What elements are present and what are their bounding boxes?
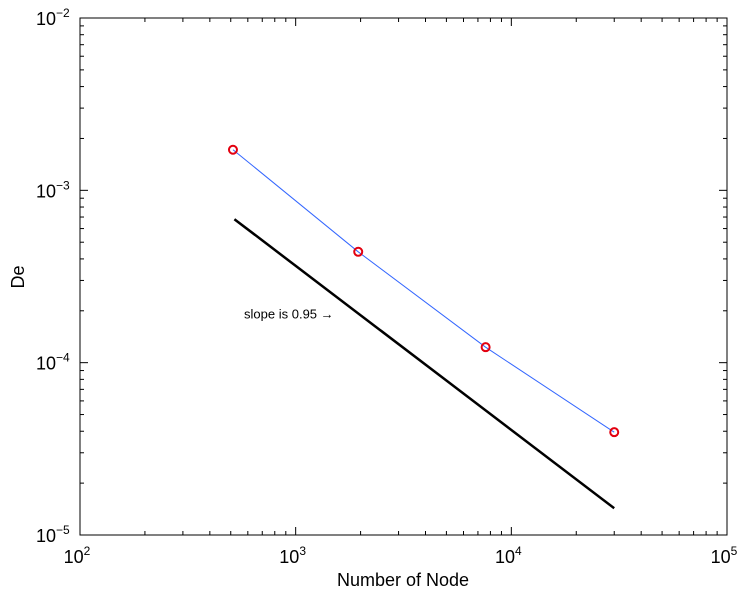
- measured-series-line: [232, 149, 615, 433]
- data-point-marker: [480, 342, 491, 353]
- y-tick-label: 10−4: [36, 351, 70, 374]
- y-axis-label: De: [8, 265, 28, 288]
- y-tick-label: 10−5: [36, 523, 70, 546]
- slope-annotation: slope is 0.95 →: [244, 307, 334, 322]
- x-axis-label: Number of Node: [337, 570, 469, 590]
- data-point-marker: [227, 144, 238, 155]
- x-tick-label: 103: [279, 544, 306, 567]
- x-tick-label: 104: [495, 544, 522, 567]
- data-point-marker: [353, 246, 364, 257]
- x-tick-label: 105: [711, 544, 738, 567]
- x-axis-ticks: 102 103 104 105: [64, 18, 738, 567]
- plot-area: [79, 17, 728, 536]
- y-axis-ticks: 10−5 10−4 10−3 10−2: [36, 6, 727, 546]
- y-tick-label: 10−2: [36, 6, 70, 29]
- annotation-layer: slope is 0.95 →: [244, 307, 334, 322]
- x-tick-label: 102: [64, 544, 91, 567]
- series-layer: [227, 144, 620, 510]
- minor-ticks: [80, 18, 727, 535]
- y-tick-label: 10−3: [36, 178, 70, 201]
- data-point-marker: [609, 427, 620, 438]
- reference-slope-line: [233, 218, 615, 510]
